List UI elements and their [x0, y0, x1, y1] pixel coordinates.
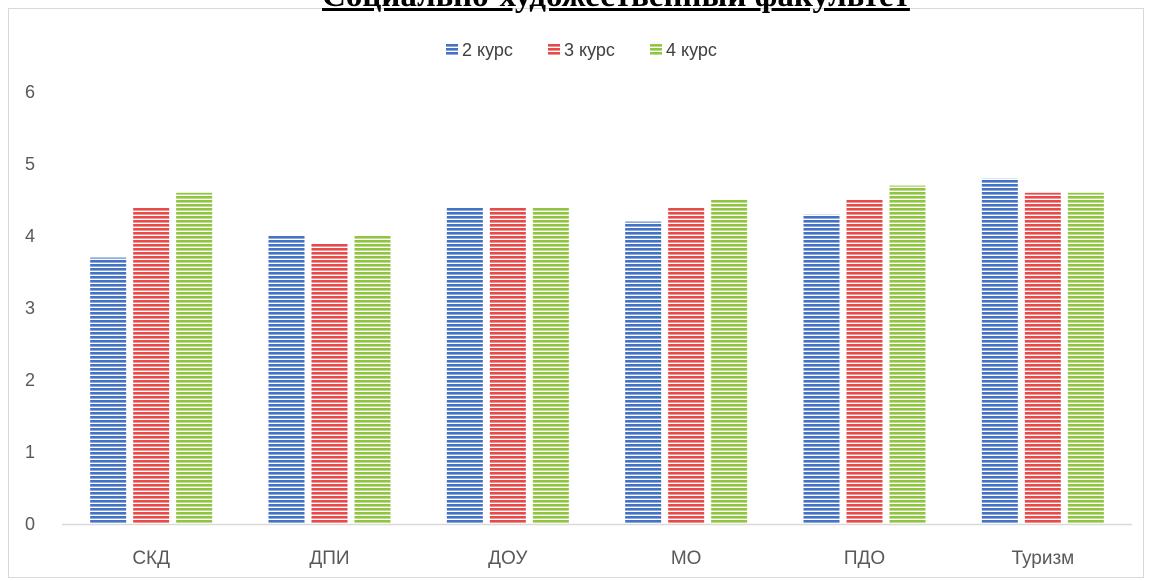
x-axis: СКД ДПИ ДОУ МО ПДО Туризм	[132, 548, 1074, 569]
bar-доу-3-курс	[489, 207, 526, 524]
y-tick-label: 2	[25, 370, 35, 390]
legend-label: 4 курс	[666, 40, 717, 60]
bar-пдо-3-курс	[846, 200, 883, 524]
y-tick-label: 3	[25, 298, 35, 318]
bar-туризм-3-курс	[1024, 192, 1061, 525]
bar-пдо-4-курс	[889, 185, 926, 524]
x-tick-label: ПДО	[844, 548, 885, 569]
x-tick-label: ДПИ	[309, 548, 349, 569]
bar-доу-2-курс	[446, 207, 483, 524]
bar-туризм-2-курс	[981, 178, 1018, 524]
bar-дпи-4-курс	[354, 236, 391, 524]
y-tick-label: 0	[25, 514, 35, 534]
legend-label: 3 курс	[564, 40, 615, 60]
x-tick-label: Туризм	[1011, 548, 1074, 569]
legend-item-3-курс: 3 курс	[548, 40, 615, 60]
y-tick-label: 1	[25, 442, 35, 462]
y-axis: 0 1 2 3 4 5 6	[25, 82, 35, 534]
bar-пдо-2-курс	[803, 214, 840, 524]
bar-доу-4-курс	[532, 207, 569, 524]
bar-мо-3-курс	[668, 207, 705, 524]
bar-скд-2-курс	[90, 257, 127, 524]
bar-скд-3-курс	[133, 207, 170, 524]
y-tick-label: 5	[25, 154, 35, 174]
legend: 2 курс 3 курс 4 курс	[446, 40, 717, 60]
x-tick-label: МО	[671, 548, 702, 569]
y-tick-label: 6	[25, 82, 35, 102]
bar-скд-4-курс	[176, 192, 213, 525]
bar-series-group	[90, 178, 1104, 525]
page-title: Социально-художественный факультет	[322, 0, 1142, 13]
legend-label: 2 курс	[462, 40, 513, 60]
bar-мо-2-курс	[625, 221, 662, 524]
bar-мо-4-курс	[711, 200, 748, 524]
x-tick-label: СКД	[132, 548, 170, 569]
legend-item-2-курс: 2 курс	[446, 40, 513, 60]
x-tick-label: ДОУ	[488, 548, 528, 569]
legend-item-4-курс: 4 курс	[650, 40, 717, 60]
bar-дпи-2-курс	[268, 236, 305, 524]
bar-туризм-4-курс	[1067, 192, 1104, 525]
bar-дпи-3-курс	[311, 243, 348, 524]
legend-swatch	[650, 44, 662, 56]
legend-swatch	[548, 44, 560, 56]
y-tick-label: 4	[25, 226, 35, 246]
legend-swatch	[446, 44, 458, 56]
